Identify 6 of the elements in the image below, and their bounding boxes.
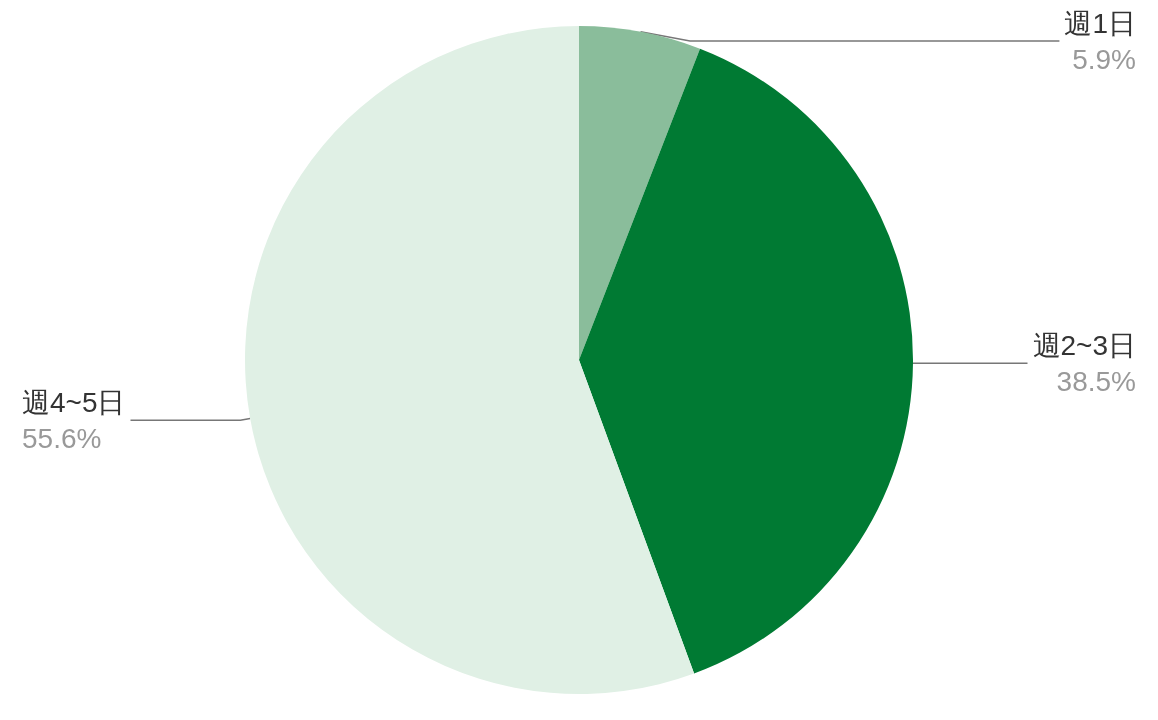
slice-label: 週4~5日 bbox=[22, 386, 126, 418]
data-label: 38.5% bbox=[1056, 365, 1136, 397]
slice-label: 週2~3日 bbox=[1032, 329, 1136, 361]
data-label: 55.6% bbox=[22, 422, 102, 454]
data-label: 5.9% bbox=[1072, 43, 1136, 75]
slice-label: 週1日 bbox=[1064, 7, 1136, 39]
